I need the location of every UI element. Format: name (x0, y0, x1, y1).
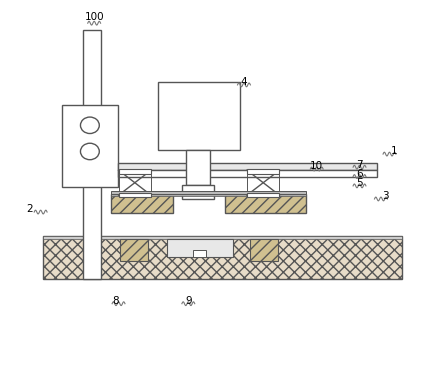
Bar (225, 194, 306, 213)
Bar (167, 239, 233, 257)
Bar (111, 191, 306, 194)
Bar (193, 250, 206, 257)
Text: 5: 5 (356, 178, 363, 188)
Bar (83, 30, 101, 279)
Bar (118, 170, 377, 177)
Circle shape (80, 143, 99, 160)
Text: 4: 4 (241, 77, 247, 87)
Bar (119, 169, 151, 174)
Text: 7: 7 (356, 160, 363, 169)
Bar (111, 194, 306, 196)
Bar (43, 236, 402, 239)
Bar (158, 82, 240, 150)
Bar (118, 163, 377, 170)
Text: 2: 2 (27, 205, 33, 214)
Text: 1: 1 (390, 147, 397, 156)
Text: 9: 9 (185, 296, 192, 306)
Circle shape (80, 117, 99, 134)
Bar (182, 185, 214, 199)
Text: 8: 8 (112, 296, 119, 306)
Bar (186, 150, 210, 185)
Bar (247, 193, 279, 197)
Text: 6: 6 (356, 169, 363, 179)
Text: 10: 10 (310, 162, 323, 171)
Bar (250, 239, 278, 261)
Bar (119, 193, 151, 197)
Text: 100: 100 (84, 12, 104, 22)
Bar (120, 239, 148, 261)
Bar (111, 194, 173, 213)
Text: 3: 3 (382, 191, 389, 201)
Bar (43, 236, 402, 279)
Bar (247, 169, 279, 174)
Bar (62, 105, 118, 187)
